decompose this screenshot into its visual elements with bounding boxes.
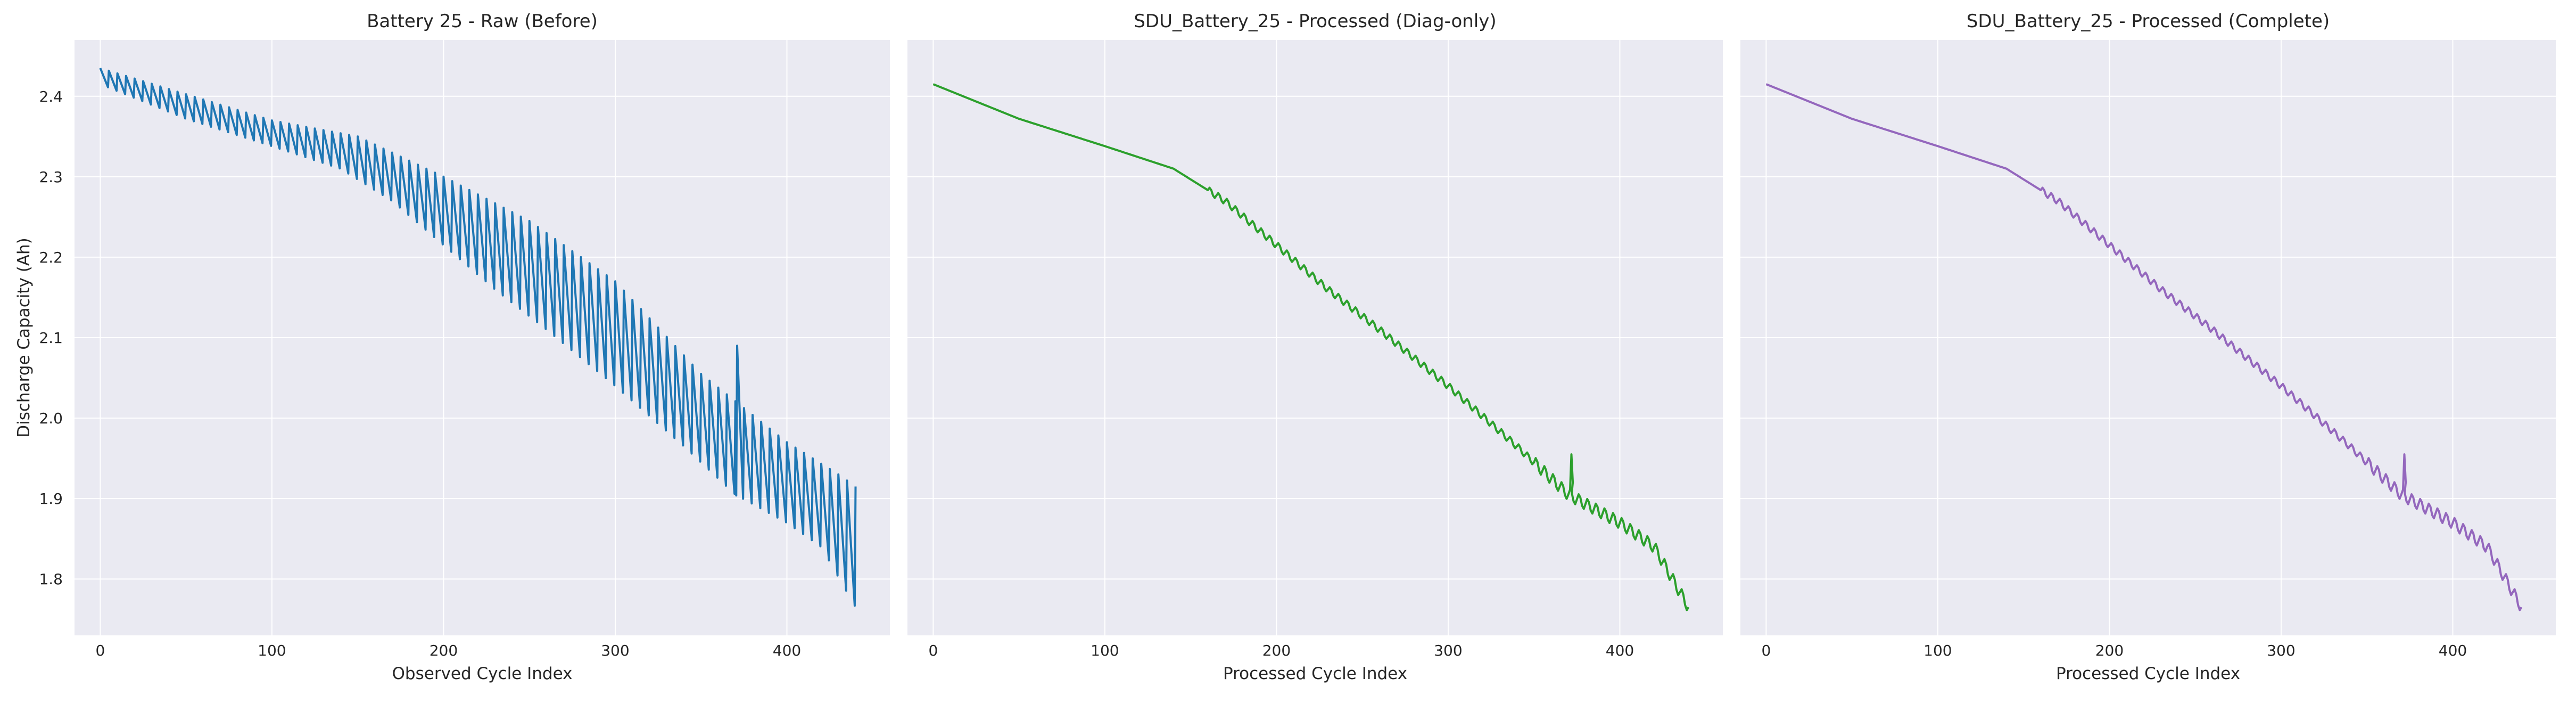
x-tick-label: 0 — [928, 642, 938, 659]
chart-panel-2: 0 100 200 300 400 SDU_Battery_25 - Processed … — [907, 11, 1723, 683]
x-tick-label: 100 — [1091, 642, 1119, 659]
y-tick-label: 2.3 — [39, 168, 63, 186]
x-tick-label: 100 — [1923, 642, 1952, 659]
y-tick-label: 1.9 — [39, 490, 63, 508]
x-tick-label: 200 — [430, 642, 458, 659]
x-tick-label: 300 — [2267, 642, 2295, 659]
chart-panel-1: 0 100 200 300 400 1.8 1.9 2.0 2.1 2.2 2.3 2.4 Batter… — [14, 11, 890, 683]
chart-title: SDU_Battery_25 - Processed (Complete) — [1967, 11, 2330, 32]
x-axis-label: Processed Cycle Index — [1223, 664, 1407, 683]
gridlines — [1740, 40, 2556, 635]
x-tick-label: 200 — [1262, 642, 1291, 659]
x-tick-label: 200 — [2095, 642, 2124, 659]
x-tick-label: 0 — [95, 642, 105, 659]
chart-title: Battery 25 - Raw (Before) — [367, 11, 598, 32]
y-axis-label: Discharge Capacity (Ah) — [14, 238, 34, 438]
series-line — [99, 68, 857, 607]
y-tick-label: 2.4 — [39, 88, 63, 105]
x-tick-label: 100 — [258, 642, 286, 659]
y-tick-label: 2.2 — [39, 249, 63, 266]
chart-title: SDU_Battery_25 - Processed (Diag-only) — [1134, 11, 1496, 32]
x-axis-label: Observed Cycle Index — [392, 664, 573, 683]
series-line — [1765, 83, 2523, 611]
x-tick-label: 300 — [1434, 642, 1462, 659]
gridlines — [75, 40, 890, 635]
y-tick-label: 1.8 — [39, 570, 63, 588]
x-axis-label: Processed Cycle Index — [2056, 664, 2240, 683]
chart-panel-3: 0 100 200 300 400 SDU_Battery_25 - Processed … — [1740, 11, 2556, 683]
x-tick-label: 400 — [1606, 642, 1634, 659]
x-tick-label: 400 — [773, 642, 801, 659]
y-tick-label: 2.1 — [39, 329, 63, 347]
x-tick-label: 400 — [2439, 642, 2467, 659]
x-tick-label: 300 — [601, 642, 629, 659]
series-line — [932, 83, 1690, 611]
gridlines — [907, 40, 1723, 635]
y-tick-label: 2.0 — [39, 410, 63, 427]
x-tick-label: 0 — [1761, 642, 1771, 659]
